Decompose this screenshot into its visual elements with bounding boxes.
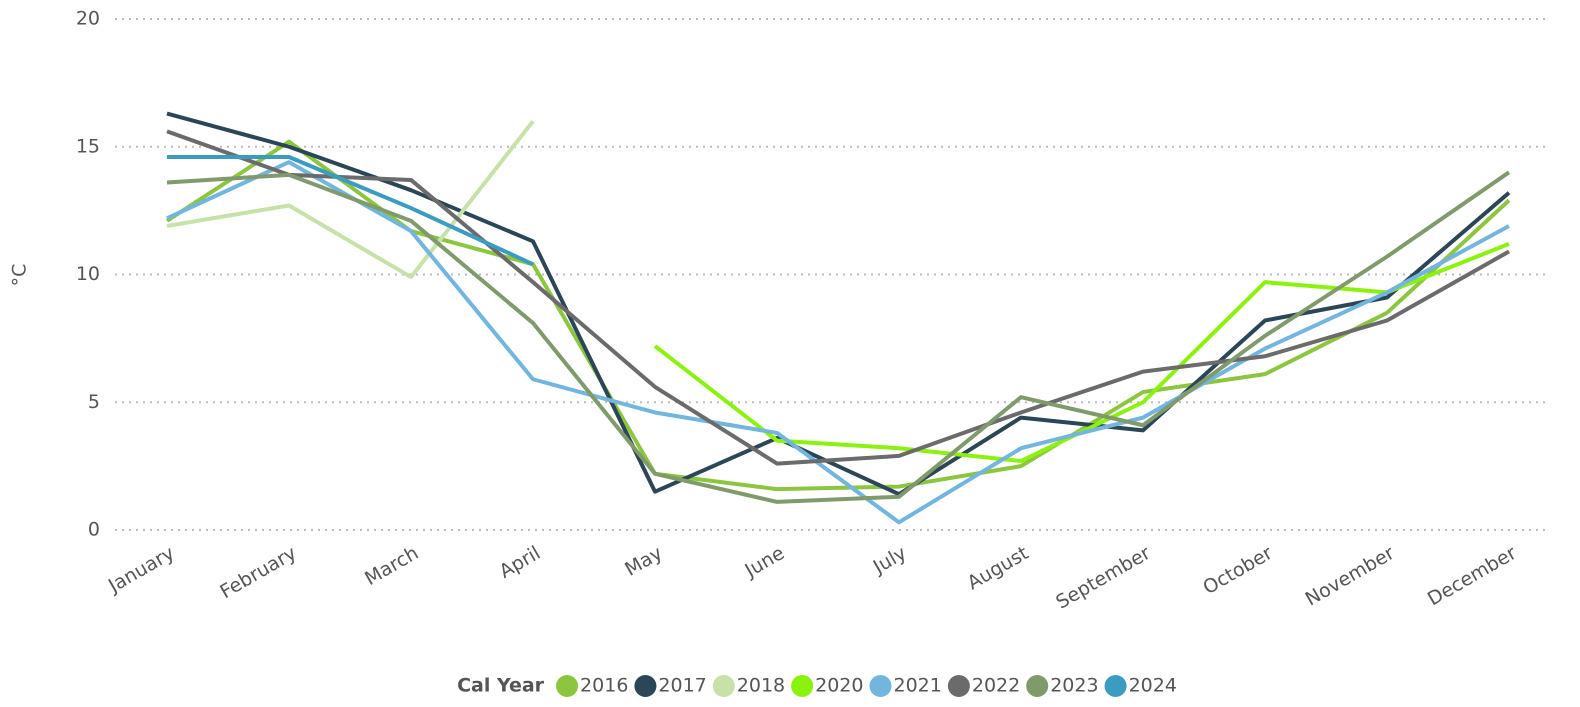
- x-tick-label: January: [104, 542, 178, 598]
- legend-label: 2024: [1129, 675, 1177, 697]
- legend-marker: [556, 675, 579, 697]
- legend-label: 2022: [972, 675, 1020, 697]
- x-tick-label: September: [1052, 542, 1154, 614]
- x-tick-label: June: [741, 542, 789, 582]
- legend-marker: [791, 675, 814, 697]
- legend-label: 2018: [737, 675, 785, 697]
- legend-marker: [1026, 675, 1049, 697]
- series-line: [166, 119, 535, 280]
- legend-marker: [712, 675, 735, 697]
- legend-marker: [1104, 675, 1127, 697]
- x-tick-label: December: [1424, 542, 1520, 610]
- y-tick-label: 5: [88, 391, 100, 413]
- x-tick-label: July: [869, 542, 910, 579]
- y-tick-label: 10: [76, 263, 100, 285]
- legend-label: 2020: [815, 675, 863, 697]
- y-tick-label: 20: [76, 8, 100, 30]
- series-line: [167, 154, 534, 267]
- x-tick-label: August: [964, 542, 1033, 594]
- x-tick-label: October: [1199, 542, 1276, 599]
- x-tick-label: November: [1302, 542, 1399, 611]
- x-tick-label: March: [361, 542, 422, 590]
- y-tick-label: 15: [76, 135, 100, 157]
- series-line: [166, 111, 1511, 497]
- legend-marker: [634, 675, 657, 697]
- series-line: [166, 170, 1511, 504]
- series-line: [166, 160, 1510, 525]
- x-tick-label: April: [496, 542, 545, 583]
- legend-marker: [947, 675, 970, 697]
- y-axis-label: °C: [9, 264, 31, 287]
- legend-marker: [869, 675, 892, 697]
- x-tick-label: May: [621, 542, 666, 581]
- legend: Cal Year 2016 2017 2018 2020 2021 2022 2023 2024: [457, 675, 1177, 697]
- legend-label: 2023: [1050, 675, 1098, 697]
- legend-label: 2016: [580, 675, 628, 697]
- legend-label: 2021: [893, 675, 941, 697]
- y-tick-label: 0: [88, 519, 100, 541]
- series-line: [165, 139, 1511, 492]
- legend-title: Cal Year: [457, 675, 545, 697]
- legend-label: 2017: [658, 675, 706, 697]
- x-tick-label: February: [216, 542, 300, 603]
- series-line: [166, 129, 1510, 466]
